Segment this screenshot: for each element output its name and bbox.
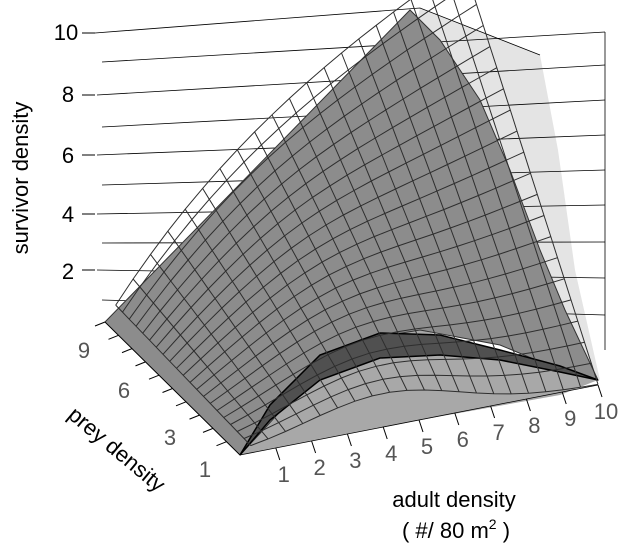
x-tick-labels: 1 2 3 4 5 6 7 8 9 10	[278, 399, 619, 487]
y-tick-mark	[202, 427, 214, 433]
mesh-line-prey	[182, 172, 531, 376]
x-tick-mark	[418, 419, 424, 433]
x-tick-mark	[525, 398, 531, 412]
mesh-line-prey	[142, 46, 491, 334]
x-tick-label: 4	[385, 441, 397, 466]
x-tick-mark	[311, 440, 317, 454]
mesh-line-prey	[250, 383, 599, 447]
z-axis-label: survivor density	[8, 102, 33, 255]
y-tick-mark	[135, 361, 146, 367]
x-tick-label: 7	[492, 420, 504, 445]
x-tick-mark	[454, 412, 460, 426]
mesh-line-prey	[189, 193, 538, 383]
mesh-line-prey	[243, 362, 592, 439]
mesh-line-prey	[216, 278, 565, 411]
z-tick-label-2: 2	[62, 259, 74, 284]
x-tick-label: 2	[313, 455, 325, 480]
y-tick-mark	[162, 388, 173, 393]
y-axis-label: prey density	[63, 402, 170, 497]
x-tick-label: 10	[594, 399, 618, 424]
y-tick-mark	[108, 334, 119, 340]
x-tick-mark	[346, 433, 352, 447]
mesh-line-prey	[176, 151, 525, 369]
y-tick-mark	[175, 401, 187, 407]
x-tick-mark	[382, 426, 388, 440]
z-tick-label-4: 4	[62, 202, 74, 227]
mesh-line-prey	[230, 320, 578, 425]
x-axis-ticks	[275, 384, 603, 461]
x-axis-unit-sup: 2	[489, 516, 497, 532]
mesh-line-prey	[209, 257, 558, 404]
mesh-line-prey	[155, 88, 504, 348]
x-tick-mark	[490, 405, 496, 419]
x-tick-label: 1	[278, 462, 290, 487]
surface-ridge	[239, 332, 599, 456]
y-tick-mark	[148, 374, 160, 380]
x-tick-mark	[561, 391, 567, 405]
mesh-line-prey	[149, 67, 498, 341]
x-tick-label: 5	[421, 434, 433, 459]
x-axis-label-line2: ( #/ 80 m2 )	[402, 516, 510, 543]
y-tick-mark	[216, 441, 227, 447]
x-axis-unit-pre: ( #/ 80 m	[402, 518, 489, 543]
x-tick-label: 3	[349, 448, 361, 473]
x-tick-label: 9	[564, 406, 576, 431]
mesh-line-prey	[196, 215, 545, 390]
surface-mesh	[115, 0, 599, 447]
mesh-line-prey	[115, 0, 411, 306]
axis-box	[104, 321, 599, 456]
z-tick-label-8: 8	[62, 82, 74, 107]
x-tick-label: 8	[528, 413, 540, 438]
z-tick-label-6: 6	[62, 143, 74, 168]
mesh-line-prey	[169, 130, 518, 362]
mesh-line-prey	[122, 0, 446, 313]
x-tick-mark	[275, 447, 281, 461]
y-tick-mark	[121, 348, 133, 354]
x-axis-label-line1: adult density	[392, 487, 516, 512]
y-tick-label-6: 6	[118, 378, 130, 403]
mesh-line-prey	[135, 25, 484, 327]
x-tick-mark	[597, 384, 603, 398]
y-tick-label-3: 3	[164, 425, 176, 450]
y-tick-mark	[94, 321, 106, 327]
mesh-line-prey	[236, 341, 585, 432]
y-tick-label-1: 1	[199, 457, 211, 482]
z-tick-label-10: 10	[54, 20, 78, 45]
mesh-line-prey	[223, 299, 572, 418]
mesh-line-prey	[128, 3, 477, 320]
mesh-line-prey	[203, 236, 551, 397]
z-axis-ticks	[82, 32, 95, 271]
y-axis-ticks	[94, 321, 227, 447]
y-tick-label-9: 9	[78, 338, 90, 363]
y-tick-mark	[189, 414, 200, 420]
mesh-line-prey	[162, 109, 511, 355]
x-axis-unit-post: )	[497, 518, 510, 543]
x-tick-label: 6	[457, 427, 469, 452]
